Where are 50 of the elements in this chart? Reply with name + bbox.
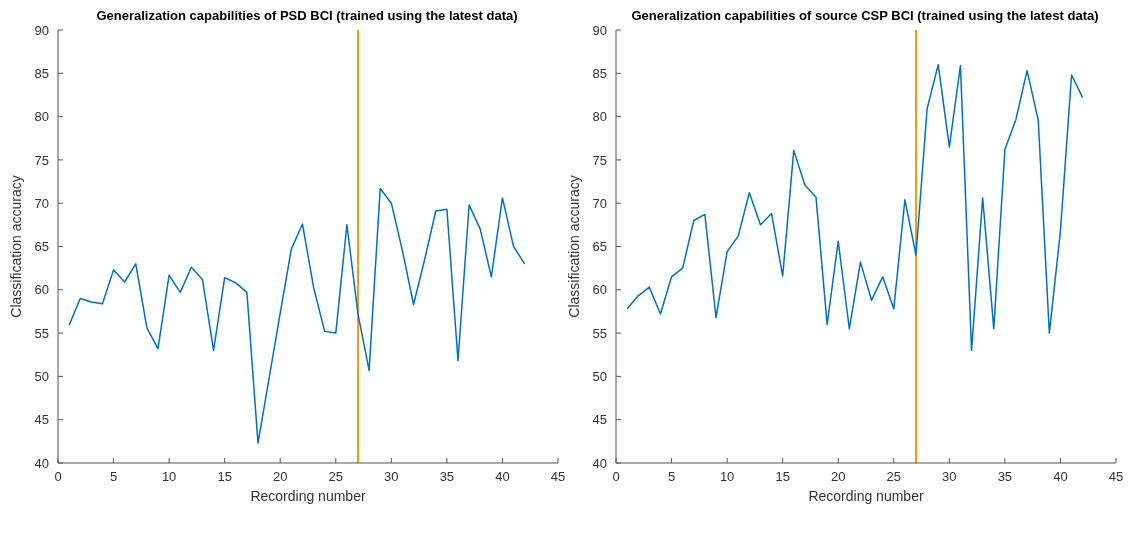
x-tick-label: 15 [775,469,790,485]
x-tick-label: 10 [161,469,177,485]
x-tick-label: 25 [328,469,344,485]
x-axis-title: Recording number [250,488,366,504]
x-tick-label: 0 [54,469,62,485]
y-tick-label: 40 [592,455,607,471]
y-tick-label: 80 [34,109,49,125]
x-tick-label: 30 [942,469,957,485]
y-tick-label: 85 [592,65,607,81]
y-axis-title: Classification accuracy [7,175,24,318]
y-tick-label: 70 [34,195,49,211]
x-tick-label: 35 [439,469,455,485]
x-tick-label: 0 [612,469,620,485]
y-tick-label: 50 [34,369,49,385]
x-tick-label: 5 [109,469,118,485]
x-tick-label: 20 [272,469,288,485]
chart-title: Generalization capabilities of source CSP BCI (trained using the latest data) [630,8,1100,23]
x-tick-label: 35 [997,469,1013,485]
x-tick-label: 20 [830,469,846,485]
y-tick-label: 85 [34,65,49,81]
y-tick-label: 40 [34,455,49,471]
y-tick-label: 75 [34,152,49,168]
y-axis-title: Classification accuracy [565,175,582,318]
y-tick-label: 80 [592,109,607,125]
y-tick-label: 75 [592,152,607,168]
y-tick-label: 50 [592,369,607,385]
y-tick-label: 70 [592,195,607,211]
x-tick-label: 10 [719,469,735,485]
x-tick-label: 15 [217,469,232,485]
y-tick-label: 90 [34,22,49,38]
x-axis-title: Recording number [808,488,924,504]
y-tick-label: 55 [34,325,49,341]
chart-title: Generalization capabilities of PSD BCI (trained using the latest data) [95,8,519,23]
y-tick-label: 60 [592,282,607,298]
x-tick-label: 40 [1053,469,1068,485]
y-tick-label: 60 [34,282,49,298]
line-series [626,63,1084,352]
y-tick-label: 45 [34,412,49,428]
line-series [68,187,526,444]
y-tick-label: 45 [592,412,607,428]
x-tick-label: 5 [667,469,676,485]
y-tick-label: 55 [592,325,607,341]
x-tick-label: 30 [384,469,399,485]
y-tick-label: 90 [592,22,607,38]
y-tick-label: 65 [34,239,49,255]
x-tick-label: 45 [1108,469,1124,485]
y-tick-label: 65 [592,239,607,255]
x-tick-label: 40 [495,469,510,485]
x-tick-label: 45 [550,469,566,485]
x-tick-label: 25 [886,469,902,485]
